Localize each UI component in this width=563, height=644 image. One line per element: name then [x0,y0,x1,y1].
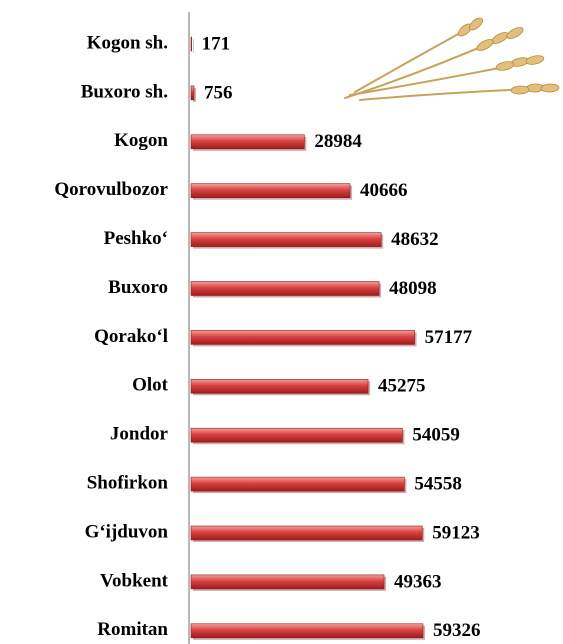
bar [190,330,415,345]
bar [190,476,405,492]
category-label: Romitan [97,619,168,640]
category-label: Vobkent [100,570,169,591]
category-label: Qorako‘l [94,326,168,347]
bar [190,281,380,296]
bar [190,232,382,247]
bar [190,183,351,198]
bar [190,134,305,150]
bar [190,36,192,52]
value-label: 59326 [433,620,481,641]
value-label: 171 [202,33,231,54]
category-label: G‘ijduvon [85,521,169,542]
category-label: Jondor [110,424,169,445]
category-label: Qorovulbozor [54,179,168,200]
category-label: Buxoro [108,277,168,298]
bar [190,85,195,101]
value-label: 59123 [432,522,480,543]
value-label: 57177 [425,327,473,348]
category-label: Kogon [114,130,168,151]
category-label: Buxoro sh. [81,81,168,102]
value-label: 54558 [414,473,462,494]
bar [190,525,423,541]
value-label: 48098 [389,278,437,299]
bar [190,427,403,443]
value-label: 48632 [391,229,439,250]
category-label: Peshko‘ [104,228,168,249]
value-label: 45275 [378,376,426,397]
bar-shadow [193,39,194,53]
value-label: 49363 [394,571,442,592]
value-label: 40666 [360,180,408,201]
value-label: 756 [204,82,233,103]
category-label: Shofirkon [87,472,169,493]
value-label: 28984 [314,131,362,152]
bar-shadow [193,87,196,102]
value-label: 54059 [412,425,460,446]
category-label: Olot [132,375,169,396]
bar [190,574,385,590]
wheat-illustration [344,17,560,101]
category-label: Kogon sh. [87,32,168,53]
bar [190,623,424,639]
bar [190,378,369,394]
